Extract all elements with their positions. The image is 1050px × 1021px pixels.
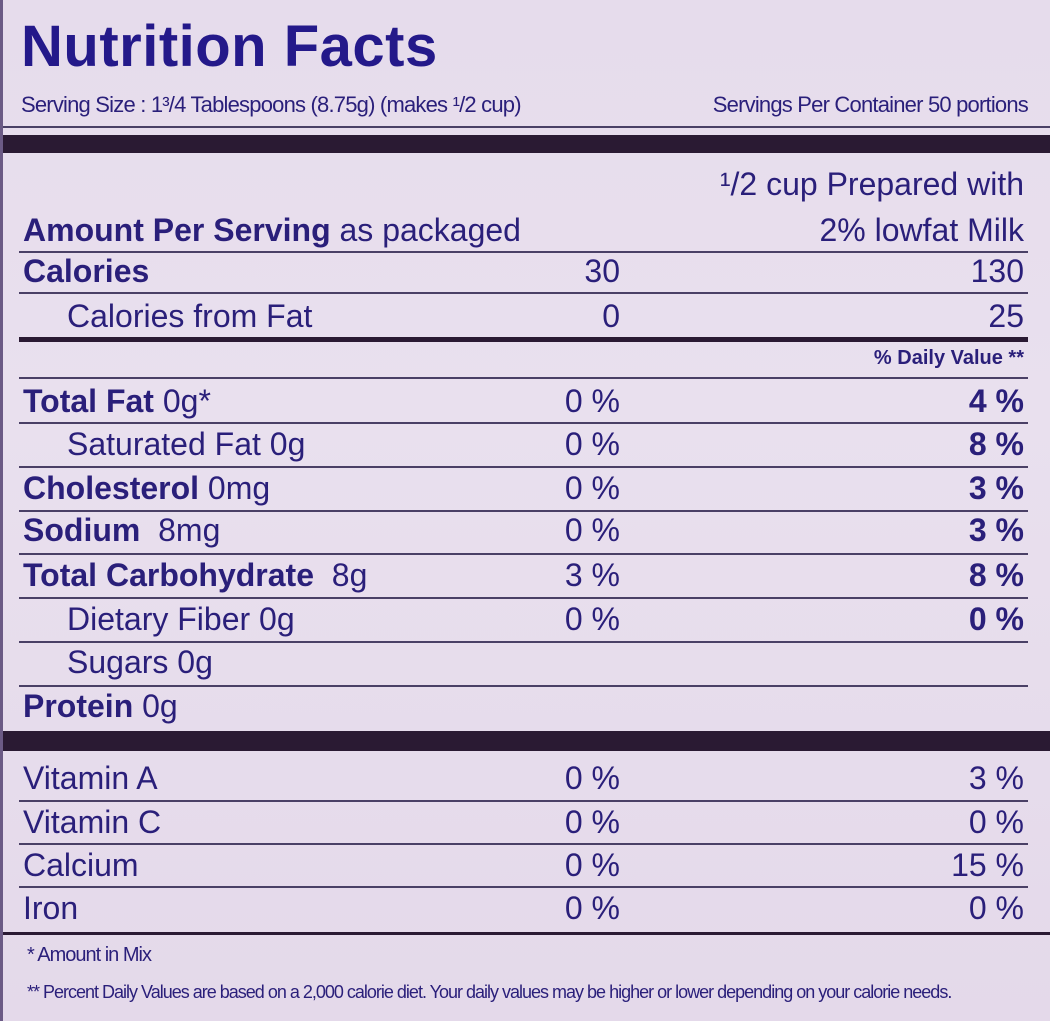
vitamin-col2: 0 %: [968, 890, 1024, 926]
servings-per-container: Servings Per Container 50 portions: [712, 92, 1029, 117]
vitamin-name: Iron: [23, 890, 79, 926]
nutrient-amount: 0g: [177, 644, 213, 680]
divider: [19, 377, 1028, 379]
vitamin-col1: 0 %: [564, 760, 620, 796]
vitamin-row-a: Vitamin A 0 % 3 %: [23, 758, 1024, 798]
calories-label: Calories: [23, 253, 150, 289]
thick-divider: [3, 135, 1050, 153]
daily-value-label: % Daily Value **: [873, 347, 1024, 369]
divider: [19, 685, 1028, 687]
nutrient-name: Cholesterol: [23, 470, 200, 506]
vitamin-row-c: Vitamin C 0 % 0 %: [23, 802, 1024, 842]
amount-label: Amount Per Serving: [23, 212, 331, 248]
calories-fat-row: Calories from Fat 0 25: [23, 296, 1024, 336]
nutrient-col2: 3 %: [968, 470, 1024, 506]
nutrient-amount: 0g: [142, 688, 178, 724]
nutrient-row-carbohydrate: Total Carbohydrate 8g 3 % 8 %: [23, 555, 1024, 595]
vitamin-col2: 0 %: [968, 804, 1024, 840]
vitamin-col1: 0 %: [564, 804, 620, 840]
divider: [19, 510, 1028, 512]
divider: [3, 932, 1050, 935]
nutrient-row-cholesterol: Cholesterol 0mg 0 % 3 %: [23, 468, 1024, 508]
nutrient-col1: 0 %: [564, 601, 620, 637]
divider: [3, 126, 1050, 128]
nutrient-col2: 0 %: [968, 601, 1024, 637]
divider: [19, 553, 1028, 555]
vitamin-row-calcium: Calcium 0 % 15 %: [23, 845, 1024, 885]
nutrient-row-saturated-fat: Saturated Fat 0g 0 % 8 %: [23, 424, 1024, 464]
nutrient-col1: 0 %: [564, 470, 620, 506]
nutrient-row-fiber: Dietary Fiber 0g 0 % 0 %: [23, 599, 1024, 639]
divider: [19, 597, 1028, 599]
calories-fat-label: Calories from Fat: [67, 298, 313, 334]
nutrient-col1: 3 %: [564, 557, 620, 593]
nutrient-col1: 0 %: [564, 383, 620, 419]
thick-divider: [19, 337, 1028, 342]
serving-info: Serving Size : 1³/4 Tablespoons (8.75g) …: [21, 92, 1029, 118]
amount-header-row: Amount Per Serving as packaged 2% lowfat…: [23, 210, 1024, 250]
vitamin-col2: 15 %: [951, 847, 1024, 883]
nutrient-row-sodium: Sodium 8mg 0 % 3 %: [23, 510, 1024, 550]
nutrient-name: Sugars: [67, 644, 169, 680]
calories-row: Calories 30 130: [23, 251, 1024, 291]
nutrient-col2: 8 %: [968, 557, 1024, 593]
divider: [19, 466, 1028, 468]
vitamin-row-iron: Iron 0 % 0 %: [23, 888, 1024, 928]
nutrient-row-sugars: Sugars 0g: [23, 642, 1024, 682]
footnote-amount-in-mix: * Amount in Mix: [27, 944, 152, 966]
nutrient-col2: 8 %: [968, 426, 1024, 462]
calories-col2: 130: [970, 253, 1024, 289]
nutrient-row-protein: Protein 0g: [23, 686, 1024, 726]
nutrient-name: Saturated Fat: [67, 426, 261, 462]
vitamin-col1: 0 %: [564, 847, 620, 883]
divider: [19, 886, 1028, 888]
nutrient-col1: 0 %: [564, 426, 620, 462]
prepared-header-line1: ¹/2 cup Prepared with: [719, 166, 1024, 202]
serving-size: Serving Size : 1³/4 Tablespoons (8.75g) …: [21, 92, 522, 117]
as-packaged-label: as packaged: [339, 212, 521, 248]
vitamin-name: Vitamin A: [23, 760, 158, 796]
nutrient-amount: 0g: [269, 426, 306, 462]
nutrient-col2: 3 %: [968, 512, 1024, 548]
nutrient-amount: 0g: [259, 601, 295, 637]
nutrient-amount: 0g*: [162, 383, 211, 419]
nutrient-name: Dietary Fiber: [67, 601, 251, 637]
nutrient-amount: 8g: [331, 557, 368, 593]
nutrient-name: Protein: [23, 688, 134, 724]
calories-col1: 30: [584, 253, 620, 289]
thick-divider: [3, 731, 1050, 751]
vitamin-col2: 3 %: [968, 760, 1024, 796]
nutrient-amount: 8mg: [158, 512, 221, 548]
divider: [19, 641, 1028, 643]
vitamin-name: Vitamin C: [23, 804, 162, 840]
nutrient-row-total-fat: Total Fat 0g* 0 % 4 %: [23, 381, 1024, 421]
nutrient-name: Total Carbohydrate: [23, 557, 314, 593]
vitamin-name: Calcium: [23, 847, 139, 883]
calories-fat-col1: 0: [602, 298, 620, 334]
divider: [19, 251, 1028, 253]
nutrient-col2: 4 %: [968, 383, 1024, 419]
divider: [19, 422, 1028, 424]
divider: [19, 843, 1028, 845]
nutrient-name: Sodium: [23, 512, 141, 548]
nutrient-name: Total Fat: [23, 383, 154, 419]
label-title: Nutrition Facts: [21, 14, 438, 79]
nutrient-col1: 0 %: [564, 512, 620, 548]
prepared-header-line2: 2% lowfat Milk: [819, 212, 1025, 248]
nutrient-amount: 0mg: [207, 470, 271, 506]
vitamin-col1: 0 %: [564, 890, 620, 926]
divider: [19, 292, 1028, 294]
divider: [19, 800, 1028, 802]
calories-fat-col2: 25: [988, 298, 1024, 334]
footnote-daily-values: ** Percent Daily Values are based on a 2…: [27, 982, 952, 1002]
